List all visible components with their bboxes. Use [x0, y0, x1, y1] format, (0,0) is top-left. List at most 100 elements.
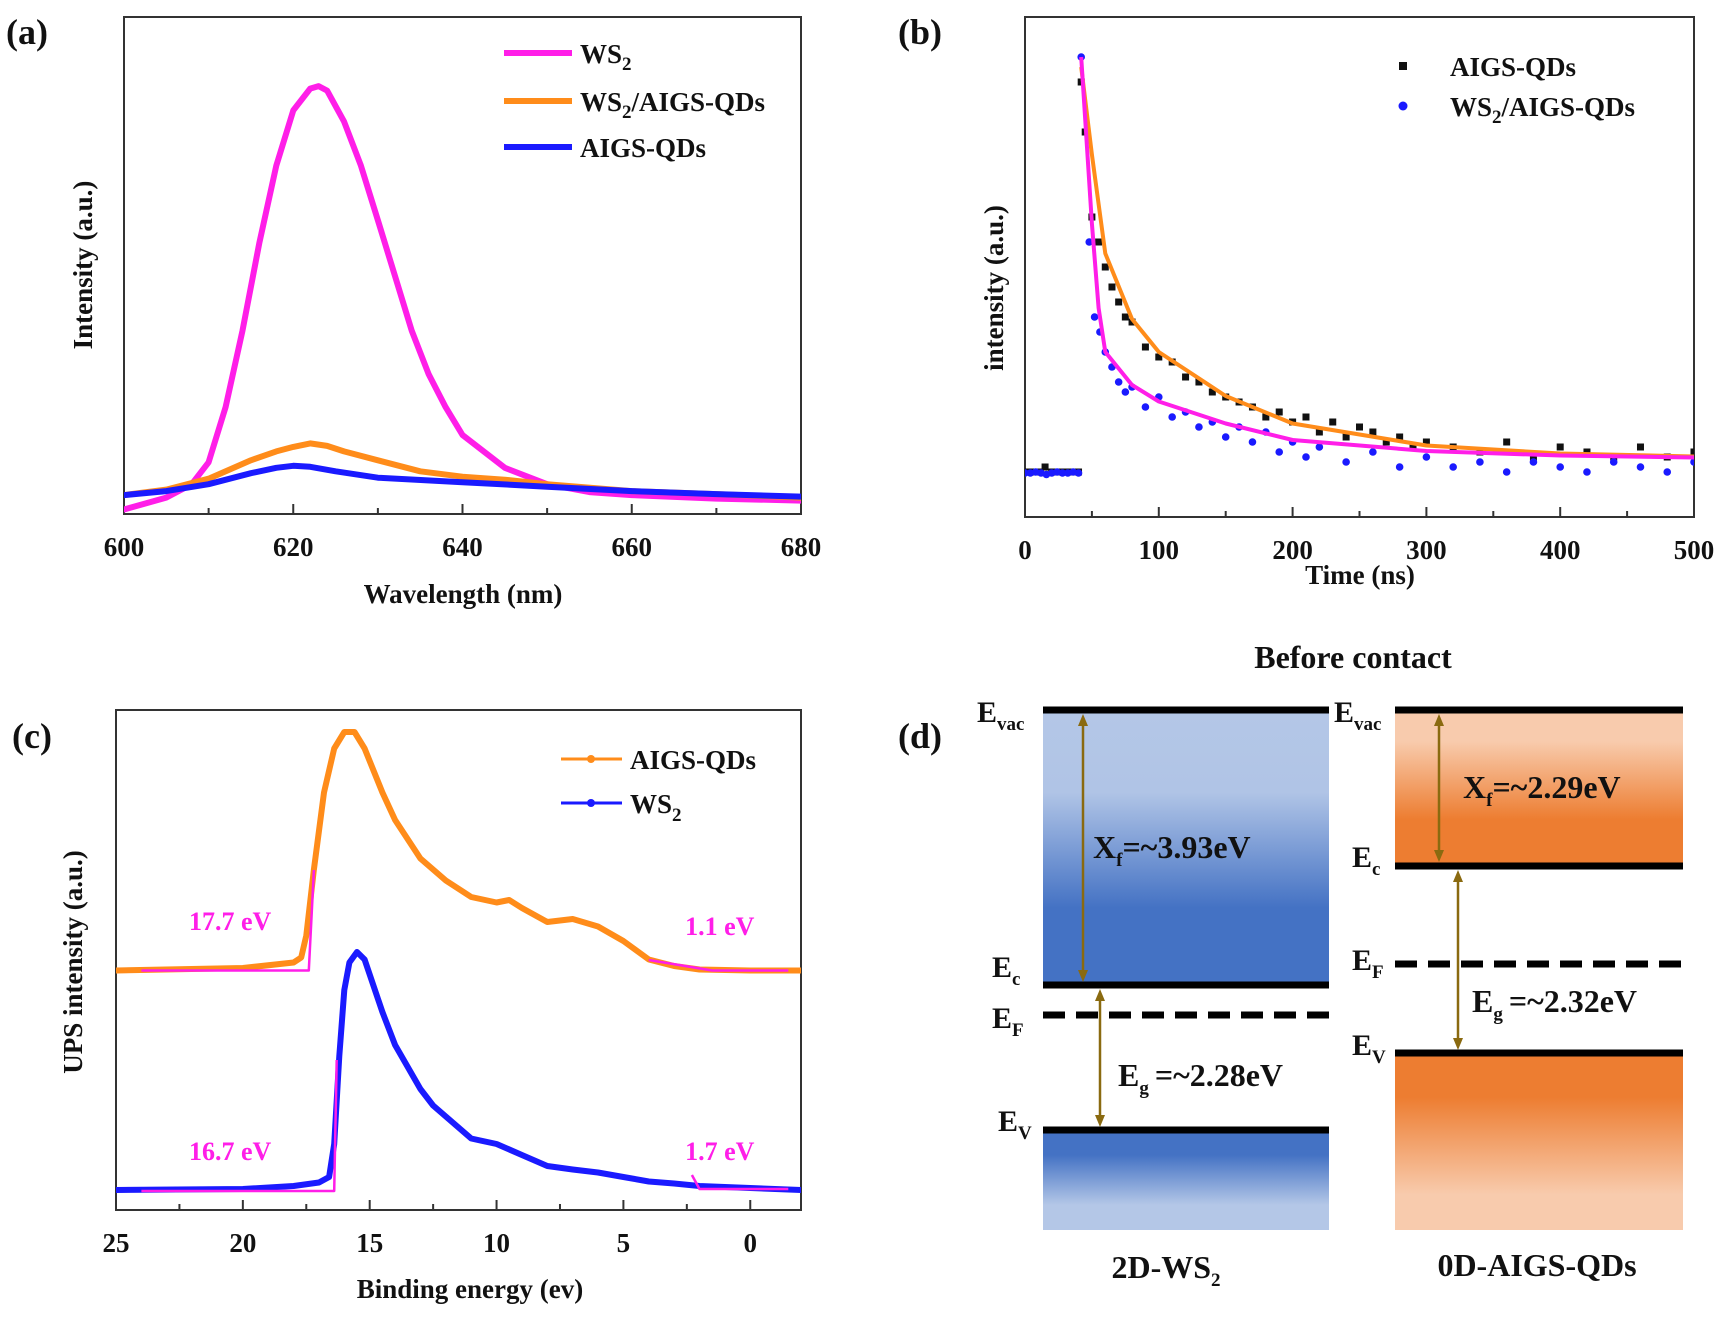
b-fit-line-1	[1079, 56, 1694, 460]
b-point-s0	[1529, 453, 1537, 461]
b-point-s0	[1690, 448, 1694, 456]
b-point-s0	[1382, 438, 1390, 446]
b-point-s1	[1449, 463, 1457, 471]
b-point-s0	[1101, 263, 1109, 271]
b-legend-marker-aigs	[1399, 62, 1407, 70]
c-fit-line-3	[690, 1174, 789, 1191]
ws2-xf-arrow-head-up	[1078, 714, 1088, 726]
c-xtick-label: 15	[356, 1228, 383, 1258]
qd-ef-label: EF	[1352, 944, 1384, 983]
c-legend: AIGS-QDs WS2	[561, 745, 756, 826]
a-xtick-label: 600	[104, 532, 145, 562]
a-xtick-label: 620	[273, 532, 314, 562]
b-legend-marker-ws2-aigs	[1398, 101, 1408, 111]
c-xtick-label: 25	[103, 1228, 130, 1258]
b-point-s1	[1636, 463, 1645, 471]
b-point-s0	[1262, 413, 1270, 421]
band-diagram: Before contact Evac Ec EF EV Evac Ec EF …	[977, 639, 1683, 1291]
c-legend-ws2: WS2	[630, 789, 682, 826]
b-xtick-label: 100	[1139, 535, 1180, 565]
b-point-s1	[1690, 458, 1694, 466]
b-point-s1	[1195, 423, 1203, 431]
c-xtick-label: 20	[229, 1228, 256, 1258]
ws2-xf-arrow	[1078, 714, 1088, 982]
c-xtick-label: 5	[617, 1228, 631, 1258]
b-point-s0	[1356, 423, 1363, 431]
b-legend: AIGS-QDs WS2/AIGS-QDs	[1398, 52, 1635, 128]
b-point-s0	[1329, 418, 1337, 426]
chart-a: 600 620 640 660 680	[104, 16, 821, 562]
b-point-s1	[1422, 453, 1431, 461]
a-xlabel: Wavelength (nm)	[364, 579, 563, 609]
b-point-s1	[1609, 458, 1618, 466]
a-legend-aigs: AIGS-QDs	[580, 133, 706, 163]
b-point-s0	[1155, 353, 1163, 361]
b-point-s0	[1115, 298, 1123, 306]
b-point-s1	[1074, 469, 1083, 477]
a-legend-ws2: WS2	[580, 39, 632, 75]
qd-evac-label: Evac	[1334, 696, 1381, 735]
a-series-line-1	[124, 440, 801, 501]
qd-xf-arrow-head-down	[1434, 850, 1444, 862]
ws2-eg-arrow-head-up	[1095, 989, 1105, 1001]
b-xtick-label: 400	[1540, 535, 1581, 565]
b-point-s0	[1409, 443, 1417, 451]
c-xlabel: Binding energy (ev)	[357, 1274, 584, 1304]
ws2-eg-label: Eg =~2.28eV	[1118, 1057, 1283, 1099]
b-point-s1	[1369, 448, 1377, 456]
b-point-s1	[1315, 443, 1324, 451]
c-annotation-0: 17.7 eV	[189, 907, 272, 936]
b-point-s0	[1556, 443, 1564, 451]
chart-c: 25 20 15 10 5 0 17.7 eV 1.1 eV 16.7 eV 1.7 eV	[103, 709, 802, 1258]
b-xtick-label: 200	[1272, 535, 1313, 565]
qd-material-label: 0D-AIGS-QDs	[1437, 1247, 1636, 1283]
qd-xf-arrow	[1434, 714, 1444, 862]
qd-xf-arrow-head-up	[1434, 714, 1444, 726]
c-series-line-0	[116, 729, 801, 974]
b-point-s1	[1141, 403, 1150, 411]
b-xtick-label: 500	[1674, 535, 1715, 565]
b-legend-aigs: AIGS-QDs	[1450, 52, 1576, 82]
b-point-s0	[1396, 433, 1404, 441]
b-point-s1	[1342, 458, 1350, 466]
b-xlabel: Time (ns)	[1305, 560, 1415, 590]
b-point-s1	[1221, 433, 1230, 441]
qd-eg-arrow	[1453, 870, 1463, 1050]
b-point-s0	[1422, 438, 1430, 446]
c-ylabel: UPS intensity (a.u.)	[58, 850, 88, 1074]
panel-label-a: (a)	[6, 12, 48, 52]
qd-eg-label: Eg =~2.32eV	[1472, 983, 1637, 1025]
b-point-s1	[1168, 413, 1176, 421]
a-ylabel: Intensity (a.u.)	[68, 181, 98, 350]
b-xtick-label: 300	[1406, 535, 1447, 565]
c-legend-marker-aigs	[587, 755, 595, 763]
c-xtick-label: 0	[744, 1228, 758, 1258]
b-point-s1	[1275, 448, 1284, 456]
a-legend-ws2-aigs: WS2/AIGS-QDs	[580, 87, 765, 123]
ws2-upper-band	[1043, 710, 1329, 985]
qd-ec-label: Ec	[1352, 841, 1380, 880]
b-point-s0	[1369, 428, 1377, 436]
b-point-s0	[1275, 408, 1283, 416]
ws2-ev-label: EV	[998, 1105, 1032, 1144]
c-fit-line-0	[141, 869, 316, 972]
c-plot-area	[116, 729, 801, 1193]
b-point-s1	[1121, 388, 1130, 396]
ws2-ef-label: EF	[992, 1002, 1024, 1041]
b-point-s0	[1182, 373, 1190, 381]
b-point-s0	[1636, 443, 1644, 451]
qd-eg-arrow-head-up	[1453, 870, 1463, 882]
ws2-eg-arrow-head-down	[1095, 1115, 1105, 1127]
ws2-xf-arrow-head-down	[1078, 970, 1088, 982]
a-series-line-2	[124, 462, 801, 500]
c-xtick-label: 10	[483, 1228, 510, 1258]
b-point-s0	[1503, 438, 1511, 446]
c-annotation-1: 1.1 eV	[685, 912, 755, 941]
b-point-s1	[1502, 468, 1511, 476]
b-point-s1	[1090, 313, 1099, 321]
qd-upper-band	[1395, 710, 1683, 866]
c-series-line-1	[116, 949, 801, 1193]
panel-label-b: (b)	[898, 12, 942, 52]
ws2-eg-arrow	[1095, 989, 1105, 1127]
b-point-s0	[1302, 413, 1310, 421]
